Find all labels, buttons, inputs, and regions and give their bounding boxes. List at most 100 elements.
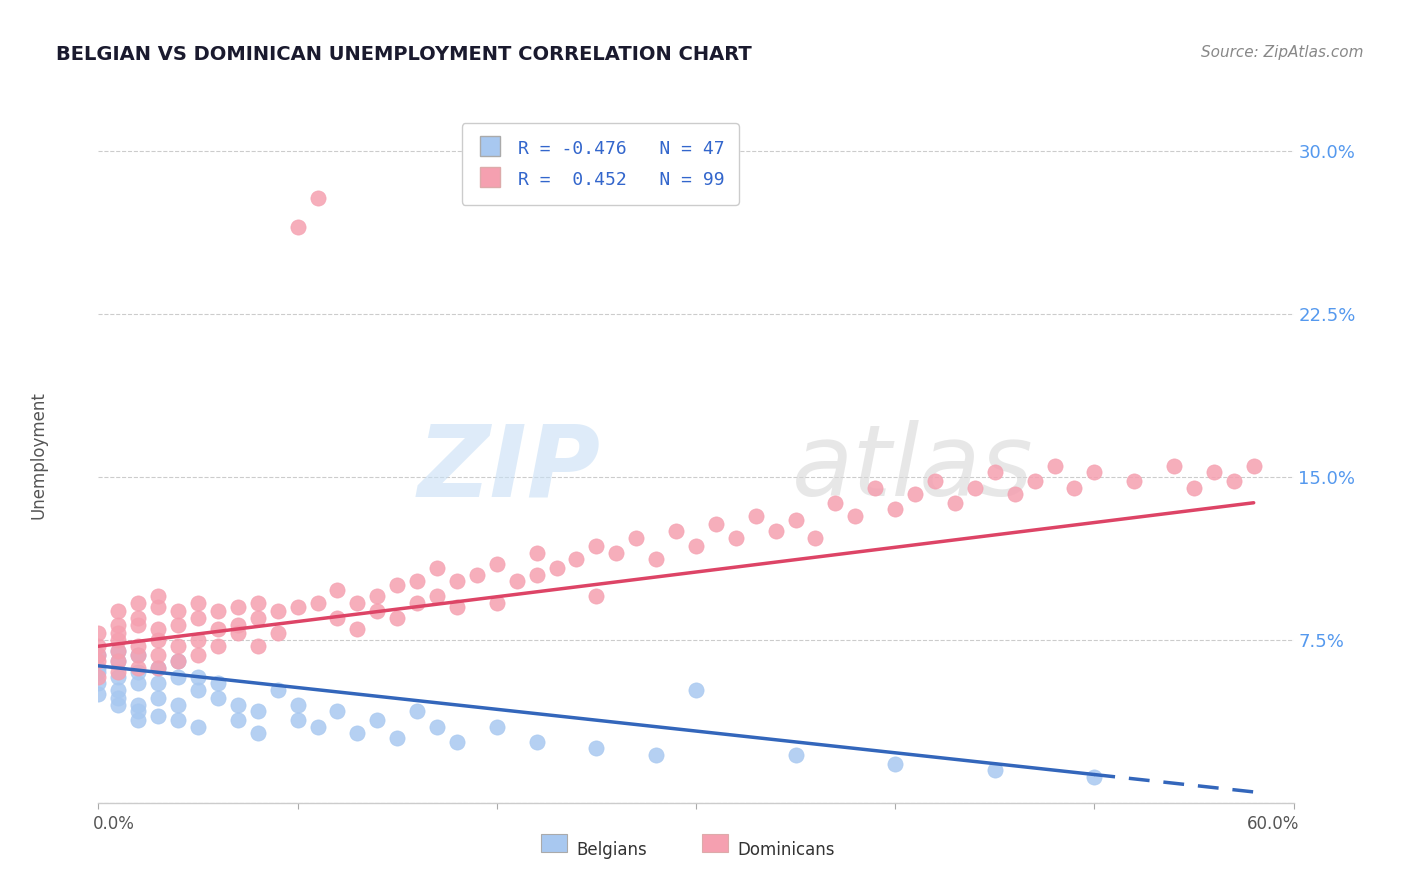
Point (107, 617, 129, 632)
Text: 0.0%: 0.0% (93, 815, 135, 833)
Point (87, 670, 110, 684)
Point (645, 747, 668, 762)
Point (704, 517, 727, 532)
Point (984, 466, 1007, 480)
Point (526, 735, 548, 749)
Point (226, 600, 249, 615)
Point (107, 643, 129, 657)
Point (426, 720, 449, 734)
Point (107, 670, 129, 684)
Point (366, 605, 388, 619)
Point (863, 481, 887, 495)
Point (148, 661, 170, 675)
Point (246, 705, 269, 719)
Point (107, 626, 129, 640)
Point (87, 648, 110, 662)
Point (207, 639, 229, 653)
Point (406, 705, 429, 719)
Text: ZIP: ZIP (418, 420, 600, 517)
Point (207, 622, 229, 636)
Point (785, 747, 807, 762)
Legend: R = -0.476   N = 47, R =  0.452   N = 99: R = -0.476 N = 47, R = 0.452 N = 99 (461, 123, 740, 205)
Point (107, 682, 129, 697)
Point (1222, 474, 1246, 488)
Point (148, 648, 170, 662)
Point (167, 655, 190, 669)
Point (127, 713, 149, 727)
Point (148, 708, 170, 723)
Point (187, 720, 209, 734)
Point (1083, 466, 1105, 480)
Point (1202, 466, 1225, 480)
Point (1024, 474, 1046, 488)
Point (148, 676, 170, 690)
Point (87, 676, 110, 690)
Point (406, 574, 429, 588)
Point (326, 611, 349, 625)
Point (546, 561, 568, 575)
Point (246, 596, 269, 610)
Point (167, 698, 190, 712)
Point (884, 502, 907, 516)
Point (187, 611, 209, 625)
Point (585, 741, 607, 756)
Point (1163, 458, 1185, 473)
Point (107, 632, 129, 647)
Point (346, 726, 368, 740)
Point (785, 513, 807, 527)
Point (307, 596, 329, 610)
Point (107, 665, 129, 680)
Point (148, 622, 170, 636)
Point (127, 648, 149, 662)
Point (685, 539, 707, 553)
Point (287, 219, 309, 234)
Point (127, 665, 149, 680)
Point (465, 567, 488, 582)
Point (765, 524, 787, 538)
Point (127, 705, 149, 719)
Point (187, 670, 209, 684)
Point (446, 600, 468, 615)
Point (1123, 474, 1146, 488)
Bar (702, 834, 728, 852)
Point (267, 605, 290, 619)
Text: Source: ZipAtlas.com: Source: ZipAtlas.com (1201, 45, 1364, 60)
Point (685, 682, 707, 697)
Point (87, 626, 110, 640)
Text: atlas: atlas (792, 420, 1033, 517)
Point (665, 524, 688, 538)
Point (107, 691, 129, 706)
Text: Unemployment: Unemployment (30, 391, 48, 519)
Text: BELGIAN VS DOMINICAN UNEMPLOYMENT CORRELATION CHART: BELGIAN VS DOMINICAN UNEMPLOYMENT CORREL… (56, 45, 752, 63)
Text: Belgians: Belgians (576, 841, 647, 859)
Point (226, 713, 249, 727)
Point (226, 626, 249, 640)
Point (366, 589, 388, 603)
Point (1004, 487, 1026, 501)
Point (884, 756, 907, 771)
Point (307, 720, 329, 734)
Point (526, 546, 548, 560)
Point (605, 546, 627, 560)
Point (1243, 458, 1265, 473)
Point (307, 191, 329, 205)
Point (87, 655, 110, 669)
Text: Dominicans: Dominicans (738, 841, 835, 859)
Point (287, 600, 309, 615)
Point (745, 508, 768, 523)
Point (226, 617, 249, 632)
Point (904, 487, 927, 501)
Point (87, 665, 110, 680)
Point (187, 648, 209, 662)
Point (824, 496, 846, 510)
Point (226, 698, 249, 712)
Point (506, 574, 529, 588)
Point (585, 539, 607, 553)
Point (87, 639, 110, 653)
Point (804, 531, 827, 545)
Point (167, 655, 190, 669)
Point (963, 481, 986, 495)
Point (724, 531, 747, 545)
Point (485, 557, 508, 571)
Point (167, 670, 190, 684)
